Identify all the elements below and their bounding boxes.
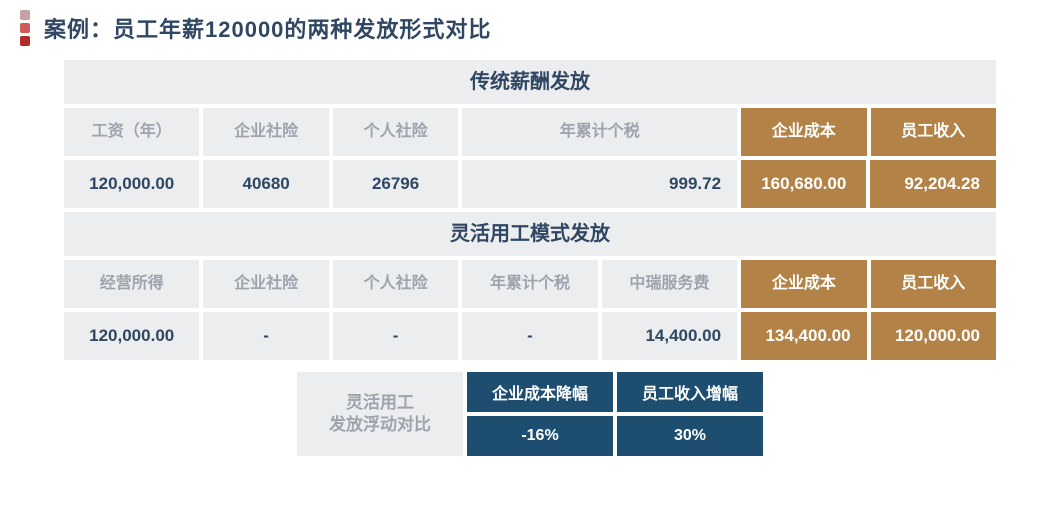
section1-value: 120,000.00 [62,158,201,210]
section1-header: 工资（年） [62,106,201,158]
summary-col-header: 员工收入增幅 [615,370,765,414]
bullet-decoration [20,10,30,46]
section2-value: 134,400.00 [739,310,868,362]
summary-table: 灵活用工 发放浮动对比 企业成本降幅-16%员工收入增幅30% [293,368,767,460]
section2-header: 中瑞服务费 [600,258,739,310]
section2-header: 年累计个税 [460,258,599,310]
section1-value: 40680 [201,158,330,210]
summary-table-wrap: 灵活用工 发放浮动对比 企业成本降幅-16%员工收入增幅30% [60,368,1000,460]
section2-header: 企业成本 [739,258,868,310]
section2-value: 14,400.00 [600,310,739,362]
section1-header: 员工收入 [869,106,998,158]
section1-header: 企业成本 [739,106,868,158]
section2-header: 企业社险 [201,258,330,310]
section2-value: 120,000.00 [62,310,201,362]
summary-label: 灵活用工 发放浮动对比 [295,370,465,458]
section2-header: 个人社险 [331,258,460,310]
summary-column: 员工收入增幅30% [615,370,765,458]
section2-title: 灵活用工模式发放 [62,210,998,258]
section1-header: 个人社险 [331,106,460,158]
page-header: 案例：员工年薪120000的两种发放形式对比 [20,10,1017,46]
page-title: 案例：员工年薪120000的两种发放形式对比 [44,12,491,44]
section1-header: 企业社险 [201,106,330,158]
section1-value: 160,680.00 [739,158,868,210]
summary-col-value: 30% [615,414,765,458]
section1-header: 年累计个税 [460,106,739,158]
section1-value: 26796 [331,158,460,210]
section1-value: 999.72 [460,158,739,210]
summary-label-line2: 发放浮动对比 [329,415,431,434]
summary-col-header: 企业成本降幅 [465,370,615,414]
summary-column: 企业成本降幅-16% [465,370,615,458]
bullet-icon [20,23,30,33]
section2-header: 员工收入 [869,258,998,310]
bullet-icon [20,36,30,46]
summary-col-value: -16% [465,414,615,458]
summary-label-line1: 灵活用工 [346,393,414,412]
bullet-icon [20,10,30,20]
comparison-table: 传统薪酬发放 工资（年）企业社险个人社险年累计个税企业成本员工收入 120,00… [60,56,1000,364]
section1-title: 传统薪酬发放 [62,58,998,106]
section2-value: - [460,310,599,362]
section2-header: 经营所得 [62,258,201,310]
section2-value: - [201,310,330,362]
section2-value: 120,000.00 [869,310,998,362]
section2-value: - [331,310,460,362]
section1-value: 92,204.28 [868,158,997,210]
